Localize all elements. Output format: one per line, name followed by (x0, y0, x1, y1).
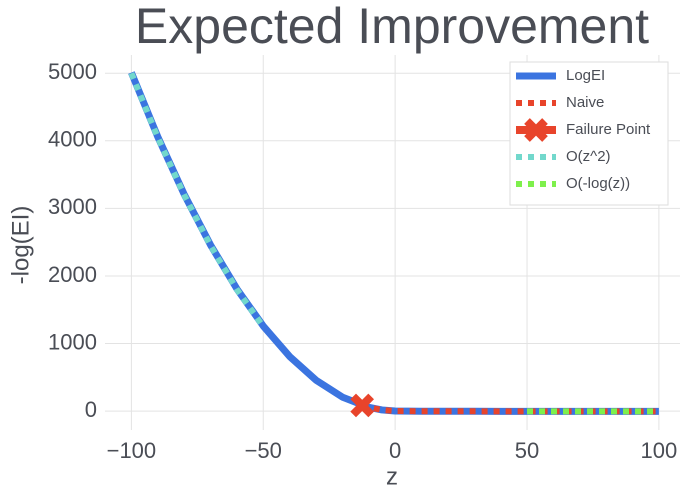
series-line (128, 72, 266, 329)
y-tick-label: 2000 (48, 262, 97, 287)
y-tick-label: 3000 (48, 194, 97, 219)
y-tick-label: 4000 (48, 127, 97, 152)
x-tick-label: 50 (515, 438, 539, 463)
chart-title: Expected Improvement (135, 0, 649, 54)
legend-label: O(z^2) (566, 148, 611, 165)
x-tick-label: −50 (245, 438, 282, 463)
y-axis-label: -log(EI) (7, 206, 34, 285)
y-tick-label: 0 (85, 397, 97, 422)
legend-label: LogEI (566, 67, 605, 84)
x-axis-label: z (386, 463, 398, 490)
x-tick-label: 100 (641, 438, 678, 463)
legend: LogEI Naive Failure Point O(z^2) O(-log(z)) (509, 61, 669, 206)
legend-label: Failure Point (566, 121, 651, 138)
y-tick-label: 1000 (48, 329, 97, 354)
legend-label: O(-log(z)) (566, 175, 630, 192)
legend-label: Naive (566, 94, 604, 111)
x-tick-label: −100 (107, 438, 157, 463)
failure-marker (350, 393, 374, 418)
x-tick-label: 0 (389, 438, 401, 463)
y-tick-label: 5000 (48, 59, 97, 84)
legend-symbol (516, 118, 556, 142)
